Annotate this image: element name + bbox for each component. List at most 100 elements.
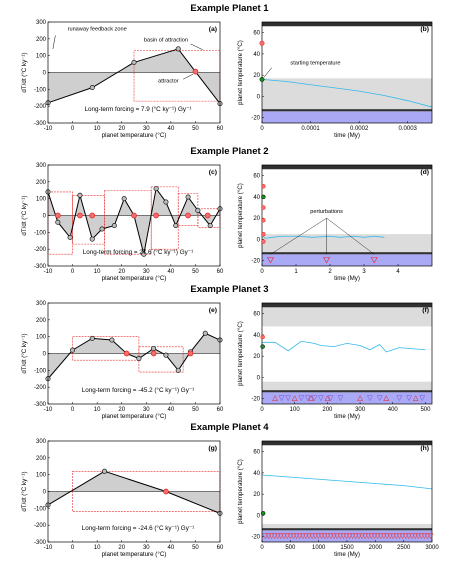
panel-e: Long-term forcing = -45.2 (°C ky⁻¹) Gy⁻¹…	[21, 301, 224, 420]
data-point	[185, 194, 191, 200]
data-point	[141, 251, 147, 257]
x-tick-label: 20	[118, 269, 125, 275]
x-tick-label: 0	[260, 269, 264, 275]
y-tick-label: 300	[36, 439, 47, 445]
attractor-marker	[77, 212, 83, 219]
y-tick-label: -300	[34, 121, 47, 127]
perturbation-marker	[402, 533, 409, 540]
series-line	[261, 79, 433, 108]
perturbation-marker	[421, 533, 428, 540]
panel-label: (e)	[209, 307, 217, 314]
perturbation-marker	[266, 257, 275, 264]
x-tick-label: 30	[143, 269, 150, 275]
x-tick-label: 40	[168, 269, 175, 275]
annotation-arrow	[263, 67, 272, 78]
panel-label: (f)	[422, 307, 429, 314]
x-tick-label: 2500	[397, 545, 411, 551]
perturbation-marker	[357, 395, 363, 401]
x-tick-label: 30	[143, 545, 150, 551]
series-line	[47, 48, 221, 104]
y-tick-label: -20	[251, 535, 260, 541]
x-axis-label: time (My)	[334, 132, 360, 139]
annotation-runaway: runaway feedback zone	[68, 27, 127, 33]
annotation-perturbations: perturbations	[310, 209, 343, 215]
data-point	[175, 46, 181, 52]
planet-2-title: Example Planet 2	[190, 146, 268, 157]
y-tick-label: 20	[253, 216, 260, 222]
area-fill	[48, 48, 220, 104]
perturbation-marker	[306, 533, 312, 540]
y-tick-label: 100	[36, 335, 47, 341]
attractor-marker	[54, 212, 61, 219]
perturbation-marker	[424, 533, 431, 540]
data-point	[89, 335, 95, 341]
lower-dark-band	[262, 528, 432, 531]
series-line	[262, 340, 426, 353]
x-tick-label: 100	[290, 407, 301, 413]
perturbation-marker	[331, 533, 337, 540]
upper-band	[262, 303, 432, 327]
y-tick-label: -300	[34, 264, 47, 270]
panel-c: Long-term forcing = 27.6 (°C ky⁻¹) Gy⁻¹ -…	[21, 163, 224, 282]
attractor-marker	[185, 212, 191, 219]
perturbation-marker	[396, 533, 403, 540]
data-point	[121, 196, 127, 202]
x-axis-label: time (My)	[334, 551, 360, 558]
y-tick-label: 300	[36, 301, 47, 307]
perturbation-marker	[298, 395, 305, 402]
perturbation-marker	[334, 533, 340, 540]
planet-4-title: Example Planet 4	[190, 422, 269, 433]
attractor-marker	[89, 212, 96, 219]
perturbation-marker	[291, 395, 298, 401]
y-tick-label: -200	[34, 247, 47, 253]
data-point	[89, 236, 95, 242]
x-axis-label: planet temperature (°C)	[102, 275, 167, 282]
x-tick-label: 0	[260, 407, 264, 413]
basin-box	[104, 189, 152, 255]
perturbation-marker	[362, 533, 368, 540]
x-tick-label: 60	[217, 269, 224, 275]
series-line	[261, 234, 385, 239]
series-line	[261, 474, 433, 490]
perturbation-marker	[281, 533, 287, 540]
annotation-arrow	[183, 73, 194, 80]
perturbation-marker	[415, 533, 421, 540]
perturbation-marker	[324, 395, 331, 401]
y-axis-label: planet temperature (°C)	[237, 40, 244, 105]
data-point	[163, 199, 169, 205]
x-tick-label: 400	[388, 407, 399, 413]
perturbation-marker	[377, 533, 384, 540]
panel-label: (b)	[420, 26, 429, 33]
annotation-attractor: attractor	[158, 79, 179, 85]
perturbation-marker	[287, 533, 294, 540]
y-tick-label: 60	[253, 312, 260, 318]
attractor-marker	[261, 205, 266, 210]
perturbation-marker	[418, 533, 425, 540]
perturbation-marker	[368, 533, 375, 540]
habitable-band	[262, 78, 432, 110]
axes-frame	[261, 302, 433, 405]
perturbation-marker	[311, 395, 318, 402]
perturbation-marker	[278, 395, 285, 402]
attractor-marker	[131, 212, 137, 219]
x-tick-label: 40	[168, 407, 175, 413]
x-tick-label: 0.0001	[301, 126, 320, 132]
x-tick-label: 1500	[340, 545, 354, 551]
perturbation-marker	[380, 533, 387, 540]
y-tick-label: 20	[253, 492, 260, 498]
data-point	[207, 223, 213, 229]
perturbation-marker	[268, 533, 275, 540]
x-tick-label: 500	[285, 545, 296, 551]
basin-box	[72, 470, 221, 512]
perturbation-marker	[374, 533, 381, 540]
perturbation-marker	[393, 533, 400, 540]
x-tick-label: 10	[94, 545, 101, 551]
y-tick-label: 0	[257, 513, 261, 519]
x-tick-label: 3000	[425, 545, 439, 551]
y-tick-label: -200	[34, 104, 47, 110]
planet-3-title: Example Planet 3	[190, 284, 268, 295]
x-tick-label: 30	[143, 126, 150, 132]
basin-box	[177, 193, 199, 226]
x-tick-label: 0	[71, 126, 75, 132]
x-tick-label: 10	[94, 269, 101, 275]
